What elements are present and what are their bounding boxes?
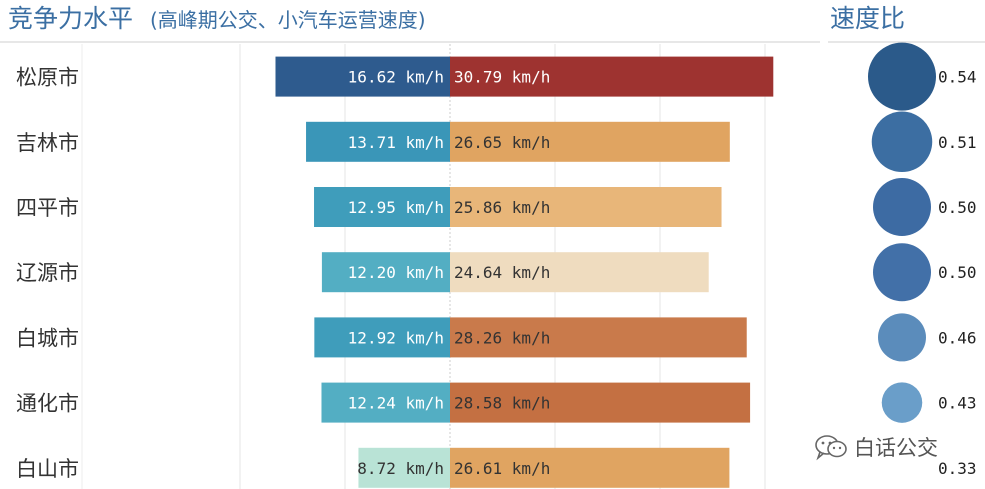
car-speed-label: 26.65 km/h [454, 133, 550, 152]
speed-ratio-bubble [881, 382, 923, 423]
speed-ratio-bubble [871, 111, 933, 173]
car-speed-bar [450, 447, 730, 488]
car-speed-label: 24.64 km/h [454, 263, 550, 282]
car-speed-bar [450, 187, 722, 227]
bus-speed-label: 12.20 km/h [348, 263, 444, 282]
car-speed-label: 30.79 km/h [454, 68, 550, 87]
category-label: 白山市 [16, 457, 79, 481]
bus-speed-label: 12.24 km/h [348, 394, 444, 413]
bus-speed-bar [321, 382, 450, 423]
speed-ratio-bubble [873, 243, 931, 302]
car-speed-bar [450, 382, 751, 423]
speed-ratio-label: 0.33 [938, 459, 977, 478]
speed-ratio-label: 0.43 [938, 394, 977, 413]
car-speed-label: 28.26 km/h [454, 328, 550, 347]
bus-speed-bar [314, 187, 450, 227]
category-label: 松原市 [16, 66, 79, 90]
bus-speed-label: 12.95 km/h [348, 198, 444, 217]
bus-speed-bar [358, 447, 450, 488]
speed-ratio-label: 0.50 [938, 198, 977, 217]
wechat-icon [815, 435, 847, 461]
car-speed-label: 26.61 km/h [454, 459, 550, 478]
speed-ratio-label: 0.51 [938, 133, 977, 152]
speed-ratio-bubbles: 0.54 0.51 0.50 0.50 0.46 0.43 0.33 [868, 42, 977, 478]
speed-ratio-label: 0.54 [938, 68, 977, 87]
bus-speed-label: 13.71 km/h [348, 133, 444, 152]
car-speed-bar [450, 121, 730, 162]
bus-speed-bar [306, 121, 450, 162]
bus-speed-bar [275, 56, 450, 97]
bars: 16.62 km/h 30.79 km/h 13.71 km/h 26.65 km/h… [275, 56, 774, 488]
speed-ratio-bubble [868, 42, 936, 111]
speed-ratio-label: 0.46 [938, 328, 977, 347]
bus-speed-label: 8.72 km/h [357, 459, 444, 478]
bus-speed-label: 12.92 km/h [348, 328, 444, 347]
car-speed-label: 25.86 km/h [454, 198, 550, 217]
bus-speed-label: 16.62 km/h [348, 68, 444, 87]
category-label: 辽源市 [16, 261, 79, 285]
category-label: 白城市 [16, 326, 79, 350]
speed-ratio-bubble [878, 313, 926, 362]
bubble-chart-title: 速度比 [830, 4, 905, 33]
car-speed-bar [450, 56, 774, 97]
bus-speed-bar [314, 317, 450, 358]
bus-speed-bar [321, 252, 450, 293]
car-speed-bar [450, 317, 747, 358]
watermark-text: 白话公交 [854, 436, 938, 460]
category-label: 四平市 [16, 196, 79, 220]
watermark: 白话公交 [814, 432, 938, 462]
speed-ratio-bubble [873, 178, 931, 236]
chart-title: 竞争力水平 [8, 4, 133, 33]
speed-ratio-label: 0.50 [938, 263, 977, 282]
category-label: 吉林市 [16, 131, 79, 155]
car-speed-label: 28.58 km/h [454, 394, 550, 413]
chart-subtitle: (高峰期公交、小汽车运营速度) [150, 8, 426, 32]
car-speed-bar [450, 252, 709, 293]
category-label: 通化市 [16, 392, 79, 416]
